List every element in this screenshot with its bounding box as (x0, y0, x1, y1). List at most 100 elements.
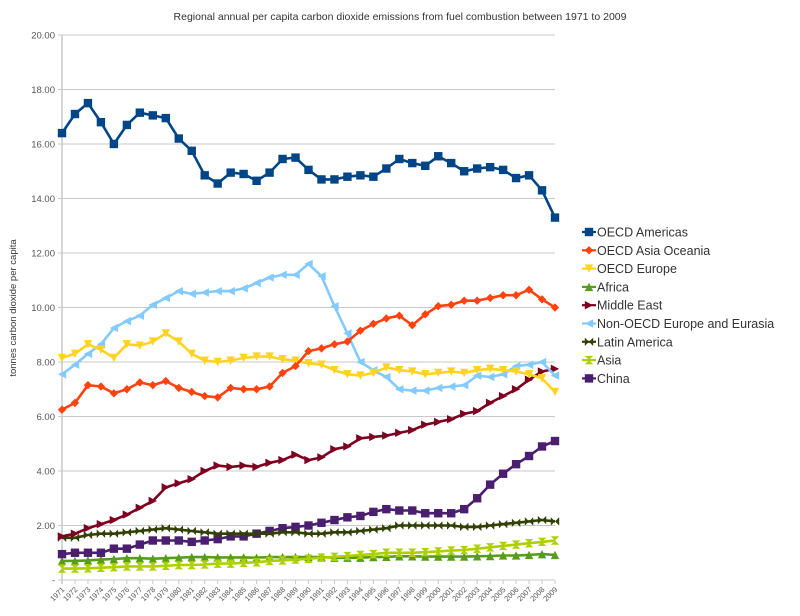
data-point (57, 549, 67, 559)
legend-item: Non-OECD Europe and Eurasia (582, 317, 774, 331)
data-point (459, 522, 469, 532)
data-point (252, 385, 261, 394)
data-point (187, 349, 196, 359)
data-point (472, 494, 482, 503)
data-point (356, 434, 365, 443)
data-point (395, 385, 404, 394)
data-point (434, 152, 443, 161)
legend-marker-icon (584, 319, 594, 328)
y-tick-labels: - 2.00 4.00 6.00 8.00 10.00 12.00 14.00 16.00 18.… (31, 31, 55, 587)
data-point (291, 555, 300, 564)
data-point (537, 442, 547, 451)
data-point (200, 528, 209, 537)
data-point (304, 259, 313, 269)
data-point (524, 375, 534, 384)
data-point (252, 558, 261, 567)
data-point (356, 511, 365, 521)
data-point (135, 311, 145, 320)
data-point (70, 349, 80, 359)
data-point (447, 382, 456, 391)
data-point (524, 171, 534, 180)
data-point (148, 536, 158, 545)
chart-title: Regional annual per capita carbon dioxid… (174, 11, 627, 23)
data-point (200, 288, 209, 297)
data-point (148, 380, 158, 390)
data-point (408, 321, 417, 330)
data-point (550, 550, 560, 560)
legend-marker-icon (584, 282, 594, 292)
data-point (498, 551, 508, 560)
data-point (537, 367, 547, 376)
data-point (174, 337, 183, 346)
data-point (187, 387, 196, 397)
data-point (317, 344, 326, 353)
data-point (369, 507, 378, 517)
data-point (226, 168, 235, 177)
data-point (109, 515, 119, 525)
data-point (511, 540, 521, 549)
data-point (537, 186, 547, 195)
data-point (135, 108, 145, 117)
data-point (96, 345, 106, 354)
data-point (83, 380, 93, 390)
data-point (343, 528, 352, 537)
data-point (382, 363, 391, 372)
legend-item: Africa (582, 280, 629, 294)
data-point (122, 528, 132, 537)
data-point (356, 171, 365, 180)
data-point (330, 515, 339, 525)
data-point (304, 359, 313, 368)
data-point (408, 425, 417, 435)
data-point (109, 353, 119, 363)
data-point (485, 364, 495, 374)
data-point (434, 509, 443, 518)
data-point (524, 539, 534, 548)
data-point (96, 563, 106, 572)
data-point (83, 548, 93, 557)
data-point (187, 537, 196, 547)
data-point (330, 301, 339, 311)
data-point (472, 544, 482, 553)
data-point (537, 295, 547, 304)
y-tick-label: 20.00 (31, 31, 55, 42)
data-point (447, 367, 456, 376)
data-point (200, 552, 209, 562)
data-point (434, 547, 443, 556)
series-china (57, 436, 560, 559)
data-point (57, 564, 67, 573)
data-point (161, 561, 170, 571)
data-point (213, 461, 222, 470)
data-point (148, 300, 158, 309)
data-point (524, 550, 534, 560)
data-point (304, 165, 313, 175)
data-point (330, 340, 339, 349)
data-point (70, 556, 80, 566)
data-point (239, 169, 248, 179)
data-point (239, 461, 248, 470)
legend-label: Latin America (597, 335, 673, 349)
data-point (213, 559, 222, 568)
data-point (447, 415, 456, 424)
data-point (226, 529, 235, 538)
data-point (278, 524, 287, 533)
series-asia (57, 536, 560, 573)
data-point (265, 352, 274, 361)
data-point (161, 554, 170, 563)
data-point (498, 291, 508, 300)
data-point (200, 356, 209, 365)
data-point (382, 548, 391, 557)
y-tick-label: 14.00 (31, 194, 55, 205)
data-point (278, 355, 287, 364)
y-tick-label: 12.00 (31, 249, 55, 260)
legend: OECD Americas OECD Asia Oceania OECD Europ… (582, 226, 774, 386)
series-oecd-europe (57, 329, 560, 397)
data-point (447, 552, 456, 561)
data-point (109, 139, 119, 149)
data-point (57, 556, 67, 566)
data-point (369, 319, 378, 329)
data-point (550, 517, 560, 526)
data-point (148, 554, 158, 563)
data-point (459, 296, 469, 305)
data-point (96, 519, 106, 529)
data-point (122, 316, 132, 326)
